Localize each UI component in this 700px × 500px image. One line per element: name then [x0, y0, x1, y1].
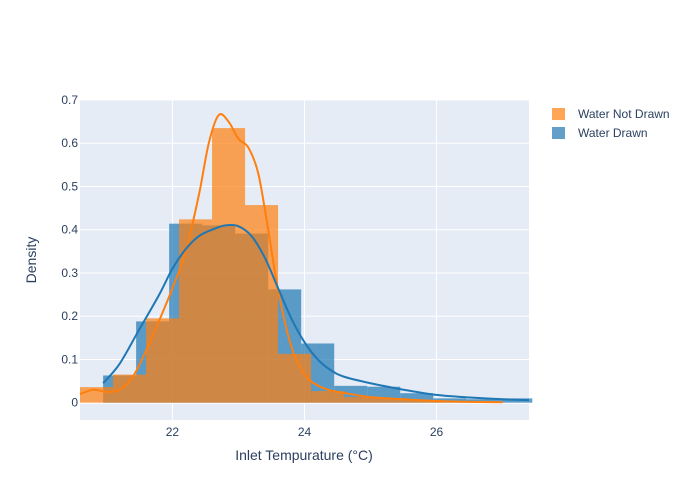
y-tick-label: 0.4: [61, 223, 78, 237]
y-tick-label: 0.1: [61, 352, 78, 366]
x-tick-label: 24: [298, 425, 312, 439]
legend: Water Not Drawn Water Drawn: [552, 107, 670, 140]
histogram-bar[interactable]: [212, 128, 246, 403]
water-not-drawn-kde-line: [79, 113, 503, 404]
x-tick-label: 22: [166, 425, 180, 439]
x-tick-label: 26: [430, 425, 444, 439]
legend-swatch: [552, 108, 565, 120]
legend-label: Water Not Drawn: [578, 107, 670, 121]
y-tick-label: 0.3: [61, 266, 78, 280]
histogram-bar[interactable]: [311, 391, 345, 403]
y-tick-label: 0.5: [61, 179, 78, 193]
y-axis-title: Density: [23, 237, 39, 284]
legend-item[interactable]: Water Not Drawn: [552, 107, 670, 121]
histogram-bar[interactable]: [466, 399, 500, 403]
histogram-bar[interactable]: [146, 318, 180, 403]
x-axis-ticks: 22 24 26: [166, 425, 444, 439]
histogram-bar[interactable]: [179, 219, 213, 403]
water-drawn-kde-line: [102, 223, 530, 402]
histogram-bar[interactable]: [377, 398, 411, 403]
x-axis-title: Inlet Tempurature (°C): [235, 447, 373, 463]
kde-curves: [79, 113, 530, 404]
y-tick-label: 0.7: [61, 93, 78, 107]
legend-swatch: [552, 127, 565, 139]
histogram-bar[interactable]: [344, 397, 378, 403]
histogram-bar[interactable]: [113, 374, 147, 403]
legend-item[interactable]: Water Drawn: [552, 126, 648, 140]
histogram-bar[interactable]: [245, 205, 279, 403]
y-tick-label: 0.6: [61, 136, 78, 150]
histogram-bar[interactable]: [278, 353, 312, 403]
y-axis-ticks: 0 0.1 0.2 0.3 0.4 0.5 0.6 0.7: [61, 93, 78, 410]
y-tick-label: 0: [71, 396, 78, 410]
legend-label: Water Drawn: [578, 126, 648, 140]
histogram-bar[interactable]: [400, 393, 434, 403]
y-tick-label: 0.2: [61, 309, 78, 323]
